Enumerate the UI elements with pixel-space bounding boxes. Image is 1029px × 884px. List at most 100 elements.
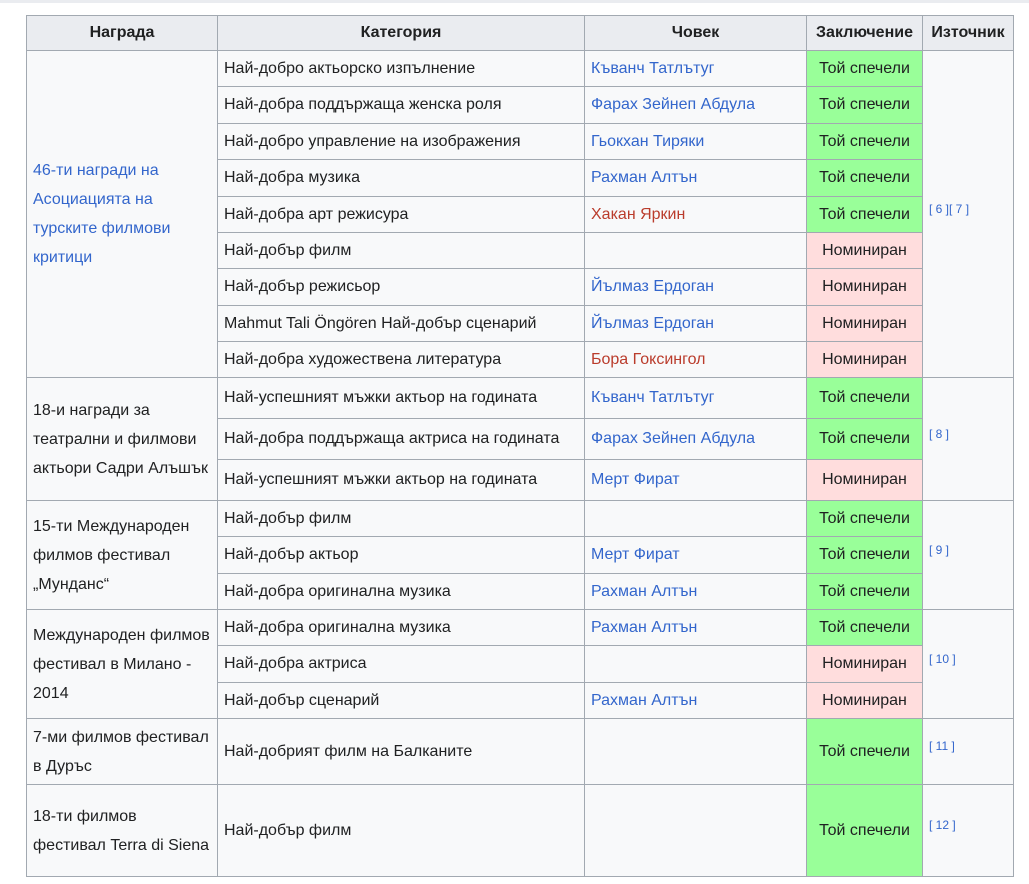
person-cell: Рахман Алтън — [584, 573, 807, 610]
award-name: 7-ми филмов фестивал в Дуръс — [33, 728, 209, 775]
award-cell: 18-ти филмов фестивал Terra di Siena — [26, 784, 218, 877]
person-cell: Йълмаз Ердоган — [584, 305, 807, 342]
awards-table: Награда Категория Човек Заключение Източ… — [26, 15, 1014, 877]
header-person: Човек — [584, 15, 807, 51]
table-row: Най-добра музика Рахман Алтън Той спечели — [27, 159, 1014, 197]
person-link[interactable]: Йълмаз Ердоган — [591, 314, 714, 332]
result-nominated: Номиниран — [806, 232, 923, 269]
person-link[interactable]: Бора Гоксингол — [591, 350, 706, 368]
category-cell: Най-добра музика — [217, 159, 585, 197]
reference-link[interactable]: [ 9 ] — [929, 542, 950, 557]
person-link[interactable]: Йълмаз Ердоган — [591, 278, 714, 295]
category-cell: Най-добрият филм на Балканите — [217, 718, 585, 785]
award-name: 18-и награди за театрални и филмови акть… — [33, 401, 209, 477]
table-row: Mahmut Tali Öngören Най-добър сценарий Йъ… — [27, 305, 1014, 342]
table-row: 15-ти Международен филмов фестивал „Мунд… — [26, 500, 1014, 610]
person-cell: Гьокхан Тиряки — [584, 123, 807, 160]
category-cell: Най-добър актьор — [217, 536, 585, 574]
header-result: Заключение — [806, 15, 923, 51]
person-cell — [584, 784, 807, 877]
table-row: Най-добра поддържаща женска роля Фарах Зе… — [27, 86, 1014, 124]
source-cell: [ 11 ] — [922, 718, 1014, 785]
category-cell: Най-добра арт режисура — [217, 196, 585, 233]
table-row: Най-добра арт режисура Хакан Яркин Той спе… — [27, 196, 1014, 233]
result-nominated: Номиниран — [806, 341, 923, 378]
table-row: Най-добър актьор Мерт Фират Той спечели — [27, 536, 1014, 574]
category-cell: Най-добър филм — [217, 784, 585, 877]
result-nominated: Номиниран — [806, 645, 923, 683]
reference-link[interactable]: [ 7 ] — [949, 201, 970, 216]
header-category: Категория — [217, 15, 585, 51]
person-cell: Рахман Алтън — [584, 159, 807, 197]
category-cell: Най-добро управление на изображения — [217, 123, 585, 160]
result-won: Той спечели — [806, 784, 923, 877]
header-source: Източник — [922, 15, 1014, 51]
result-won: Той спечели — [806, 377, 923, 419]
person-link[interactable]: Рахман Алтън — [591, 169, 698, 186]
category-cell: Най-добра оригинална музика — [217, 609, 585, 646]
person-cell — [584, 500, 807, 537]
person-cell — [584, 645, 807, 683]
person-cell: Рахман Алтън — [584, 609, 807, 646]
person-link[interactable]: Мерт Фират — [591, 546, 680, 563]
category-cell: Най-добра поддържаща актриса на годината — [217, 418, 585, 460]
result-won: Той спечели — [806, 86, 923, 124]
source-cell: [ 12 ] — [922, 784, 1014, 877]
person-link[interactable]: Къванч Татлътуг — [591, 389, 715, 406]
table-row: Международен филмов фестивал в Милано - … — [26, 609, 1014, 719]
award-link[interactable]: 46-ти награди на Асоциацията на турските… — [33, 162, 171, 266]
person-cell: Рахман Алтън — [584, 682, 807, 719]
result-nominated: Номиниран — [806, 268, 923, 306]
table-row: Най-добър сценарий Рахман Алтън Номиниран — [27, 682, 1014, 719]
person-link[interactable]: Фарах Зейнеп Абдула — [591, 96, 755, 113]
result-nominated: Номиниран — [806, 682, 923, 719]
result-nominated: Номиниран — [806, 305, 923, 342]
person-link[interactable]: Рахман Алтън — [591, 618, 698, 636]
award-cell: 46-ти награди на Асоциацията на турските… — [26, 50, 218, 378]
award-name: Международен филмов фестивал в Милано - … — [33, 626, 210, 702]
reference-link[interactable]: [ 8 ] — [929, 426, 950, 441]
category-cell: Най-добър сценарий — [217, 682, 585, 719]
result-won: Той спечели — [806, 573, 923, 610]
category-cell: Най-добро актьорско изпълнение — [217, 50, 585, 87]
result-won: Той спечели — [806, 536, 923, 574]
person-link[interactable]: Хакан Яркин — [591, 205, 686, 223]
category-cell: Най-добър филм — [217, 500, 585, 537]
source-cell: [ 9 ] — [922, 500, 1014, 610]
result-won: Той спечели — [806, 123, 923, 160]
person-cell: Фарах Зейнеп Абдула — [584, 418, 807, 460]
reference-link[interactable]: [ 11 ] — [929, 739, 955, 754]
person-link[interactable]: Рахман Алтън — [591, 691, 698, 709]
page-top-border — [0, 0, 1029, 3]
person-link[interactable]: Мерт Фират — [591, 471, 680, 488]
person-cell: Мерт Фират — [584, 536, 807, 574]
table-row: Най-добър филм Номиниран — [27, 232, 1014, 269]
category-cell: Най-успешният мъжки актьор на годината — [217, 377, 585, 419]
person-link[interactable]: Къванч Татлътуг — [591, 59, 715, 77]
reference-link[interactable]: [ 6 ] — [929, 201, 950, 216]
result-won: Той спечели — [806, 718, 923, 785]
source-cell: [ 8 ] — [922, 377, 1014, 501]
person-link[interactable]: Рахман Алтън — [591, 582, 698, 600]
person-cell — [584, 232, 807, 269]
table-row: 7-ми филмов фестивал в Дуръс Най-добрият … — [26, 718, 1014, 785]
person-cell — [584, 718, 807, 785]
award-cell: 18-и награди за театрални и филмови акть… — [26, 377, 218, 501]
award-name: 18-ти филмов фестивал Terra di Siena — [33, 807, 210, 854]
award-cell: Международен филмов фестивал в Милано - … — [26, 609, 218, 719]
person-cell: Фарах Зейнеп Абдула — [584, 86, 807, 124]
header-row: Награда Категория Човек Заключение Източ… — [26, 15, 1014, 51]
table-row: 18-и награди за театрални и филмови акть… — [26, 377, 1014, 501]
result-won: Той спечели — [806, 609, 923, 646]
table-row: 18-ти филмов фестивал Terra di Siena Най-… — [26, 784, 1014, 877]
person-link[interactable]: Фарах Зейнеп Абдула — [591, 430, 755, 447]
result-won: Той спечели — [806, 50, 923, 87]
result-won: Той спечели — [806, 500, 923, 537]
category-cell: Най-добра актриса — [217, 645, 585, 683]
reference-link[interactable]: [ 12 ] — [929, 818, 956, 833]
result-won: Той спечели — [806, 196, 923, 233]
reference-link[interactable]: [ 10 ] — [929, 651, 956, 666]
award-name: 15-ти Международен филмов фестивал „Мунд… — [33, 517, 190, 593]
category-cell: Най-добър режисьор — [217, 268, 585, 306]
person-link[interactable]: Гьокхан Тиряки — [591, 132, 705, 150]
